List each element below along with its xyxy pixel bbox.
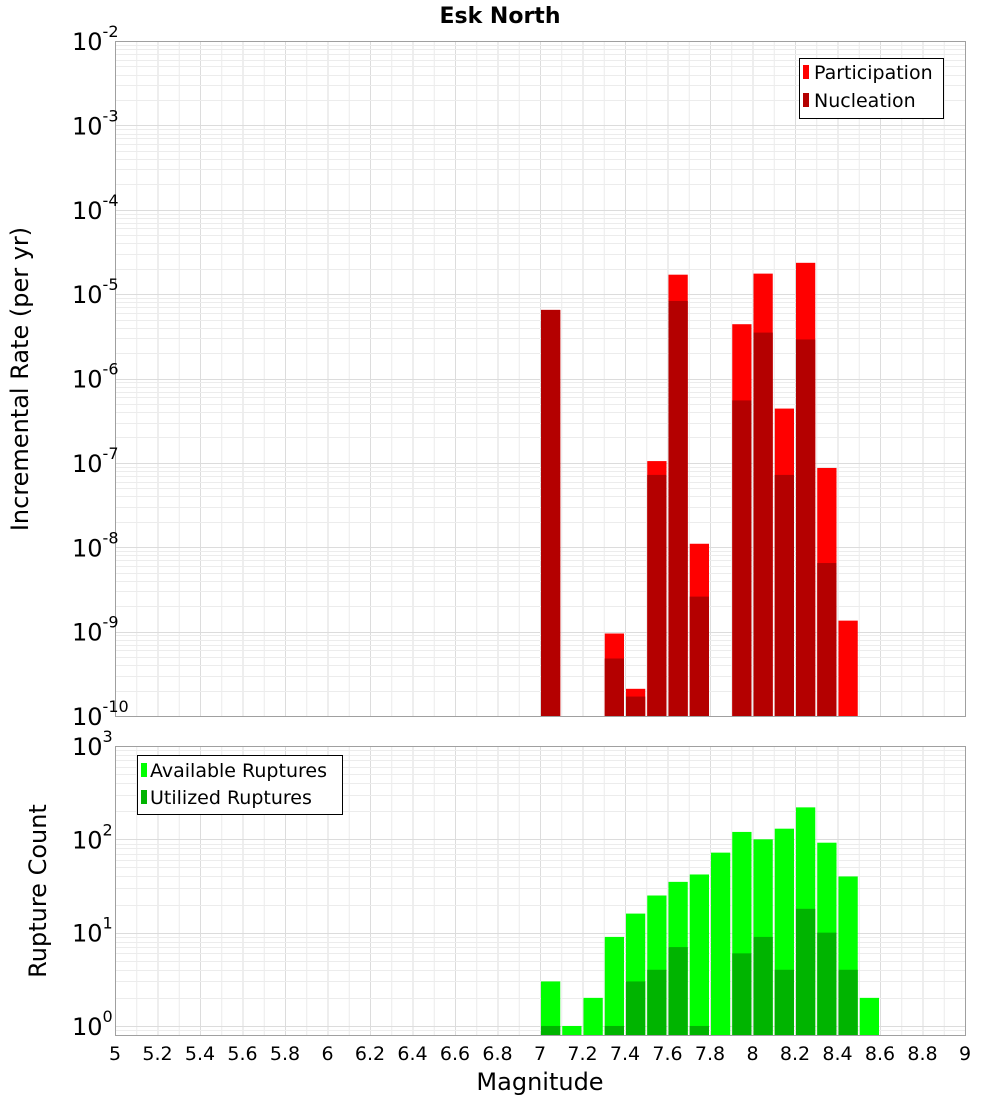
- bottom-y-ticks: 100 101 102 103: [72, 727, 113, 1041]
- bar-utilized-ruptures: [796, 908, 816, 1035]
- x-tick-label: 5.6: [227, 1043, 257, 1065]
- bar-utilized-ruptures: [817, 932, 837, 1035]
- y-tick-label: 102: [72, 820, 113, 854]
- x-ticks: 5 5.2 5.4 5.6 5.8 6 6.2 6.4 6.6 6.8 7 7.2 7.4 7.6 7.8 8…: [109, 1043, 971, 1065]
- y-tick-label: 103: [72, 727, 113, 761]
- legend-label-nucleation: Nucleation: [814, 90, 916, 112]
- bar-utilized-ruptures: [689, 1025, 709, 1035]
- x-tick-label: 6.8: [482, 1043, 512, 1065]
- bottom-panel: 100 101 102 103 Rupture Count Available Rup…: [24, 727, 971, 1096]
- y-tick-label: 101: [72, 914, 113, 948]
- bar-available-ruptures: [583, 997, 603, 1035]
- top-bars: [541, 262, 858, 716]
- bar-nucleation: [796, 339, 816, 716]
- top-panel: 10-10 10-9 10-8 10-7 10-6 10-5 10-4 10-3 10-2 In…: [6, 22, 966, 731]
- bar-utilized-ruptures: [774, 969, 794, 1035]
- x-tick-label: 8.8: [907, 1043, 937, 1065]
- top-y-axis-label: Incremental Rate (per yr): [6, 227, 34, 531]
- x-tick-label: 5.8: [270, 1043, 300, 1065]
- y-tick-label: 10-2: [72, 22, 119, 56]
- y-tick-label: 10-7: [72, 444, 119, 478]
- x-tick-label: 6.6: [440, 1043, 470, 1065]
- x-tick-label: 9: [959, 1043, 971, 1065]
- bar-utilized-ruptures: [753, 936, 773, 1035]
- bar-utilized-ruptures: [647, 969, 667, 1035]
- chart-title: Esk North: [440, 4, 561, 29]
- bar-nucleation: [626, 696, 646, 716]
- x-tick-label: 7: [534, 1043, 546, 1065]
- y-tick-label: 10-9: [72, 613, 119, 647]
- bar-utilized-ruptures: [732, 953, 752, 1035]
- bar-nucleation: [647, 474, 667, 716]
- bar-nucleation: [753, 332, 773, 716]
- y-tick-label: 10-5: [72, 275, 119, 309]
- x-tick-label: 8: [746, 1043, 758, 1065]
- x-tick-label: 8.4: [822, 1043, 852, 1065]
- x-tick-label: 7.8: [695, 1043, 725, 1065]
- bar-nucleation: [732, 400, 752, 716]
- legend-swatch-utilized-ruptures: [141, 790, 147, 804]
- legend-label-utilized-ruptures: Utilized Ruptures: [150, 787, 312, 809]
- x-tick-label: 6.2: [355, 1043, 385, 1065]
- legend-label-available-ruptures: Available Ruptures: [150, 760, 327, 782]
- x-tick-label: 7.2: [567, 1043, 597, 1065]
- x-tick-label: 5: [109, 1043, 121, 1065]
- top-legend-box: [799, 58, 944, 119]
- bar-nucleation: [817, 563, 837, 716]
- bottom-legend-box: [137, 755, 343, 815]
- x-tick-label: 6.4: [397, 1043, 427, 1065]
- top-grid: [115, 41, 966, 717]
- y-tick-label: 10-6: [72, 360, 119, 394]
- bar-nucleation: [689, 596, 709, 716]
- x-tick-label: 7.6: [652, 1043, 682, 1065]
- bottom-legend: Available Ruptures Utilized Ruptures: [137, 755, 343, 815]
- x-axis-label: Magnitude: [476, 1068, 603, 1096]
- bar-utilized-ruptures: [668, 947, 688, 1035]
- bar-utilized-ruptures: [626, 981, 646, 1035]
- bar-available-ruptures: [859, 997, 879, 1035]
- bar-nucleation: [604, 658, 624, 716]
- y-tick-label: 10-3: [72, 106, 119, 140]
- y-tick-label: 10-8: [72, 528, 119, 562]
- y-tick-label: 10-4: [72, 191, 119, 225]
- x-tick-label: 5.4: [185, 1043, 215, 1065]
- bar-available-ruptures: [604, 936, 624, 1035]
- top-plot-frame: [115, 41, 966, 717]
- bar-available-ruptures: [562, 1025, 582, 1035]
- bar-nucleation: [668, 300, 688, 716]
- bar-utilized-ruptures: [838, 969, 858, 1035]
- bottom-y-axis-label: Rupture Count: [24, 804, 52, 978]
- y-tick-label: 10-10: [72, 697, 129, 731]
- x-tick-label: 7.4: [610, 1043, 640, 1065]
- legend-swatch-available-ruptures: [141, 763, 147, 777]
- bar-utilized-ruptures: [604, 1025, 624, 1035]
- bar-nucleation: [541, 309, 561, 716]
- bottom-bars: [541, 807, 879, 1035]
- legend-swatch-participation: [803, 65, 809, 79]
- x-tick-label: 8.6: [865, 1043, 895, 1065]
- bar-participation: [838, 620, 858, 716]
- y-tick-label: 100: [72, 1007, 113, 1041]
- x-tick-label: 5.2: [142, 1043, 172, 1065]
- top-y-ticks: 10-10 10-9 10-8 10-7 10-6 10-5 10-4 10-3 10-2: [72, 22, 129, 731]
- bottom-plot-frame: [115, 746, 966, 1036]
- bar-available-ruptures: [541, 981, 561, 1035]
- top-legend: Participation Nucleation: [799, 58, 944, 119]
- bar-available-ruptures: [689, 874, 709, 1035]
- legend-swatch-nucleation: [803, 93, 809, 107]
- bar-nucleation: [774, 474, 794, 716]
- bar-available-ruptures: [711, 852, 731, 1035]
- x-tick-label: 6: [321, 1043, 333, 1065]
- legend-label-participation: Participation: [814, 62, 933, 84]
- x-tick-label: 8.2: [780, 1043, 810, 1065]
- bar-utilized-ruptures: [541, 1025, 561, 1035]
